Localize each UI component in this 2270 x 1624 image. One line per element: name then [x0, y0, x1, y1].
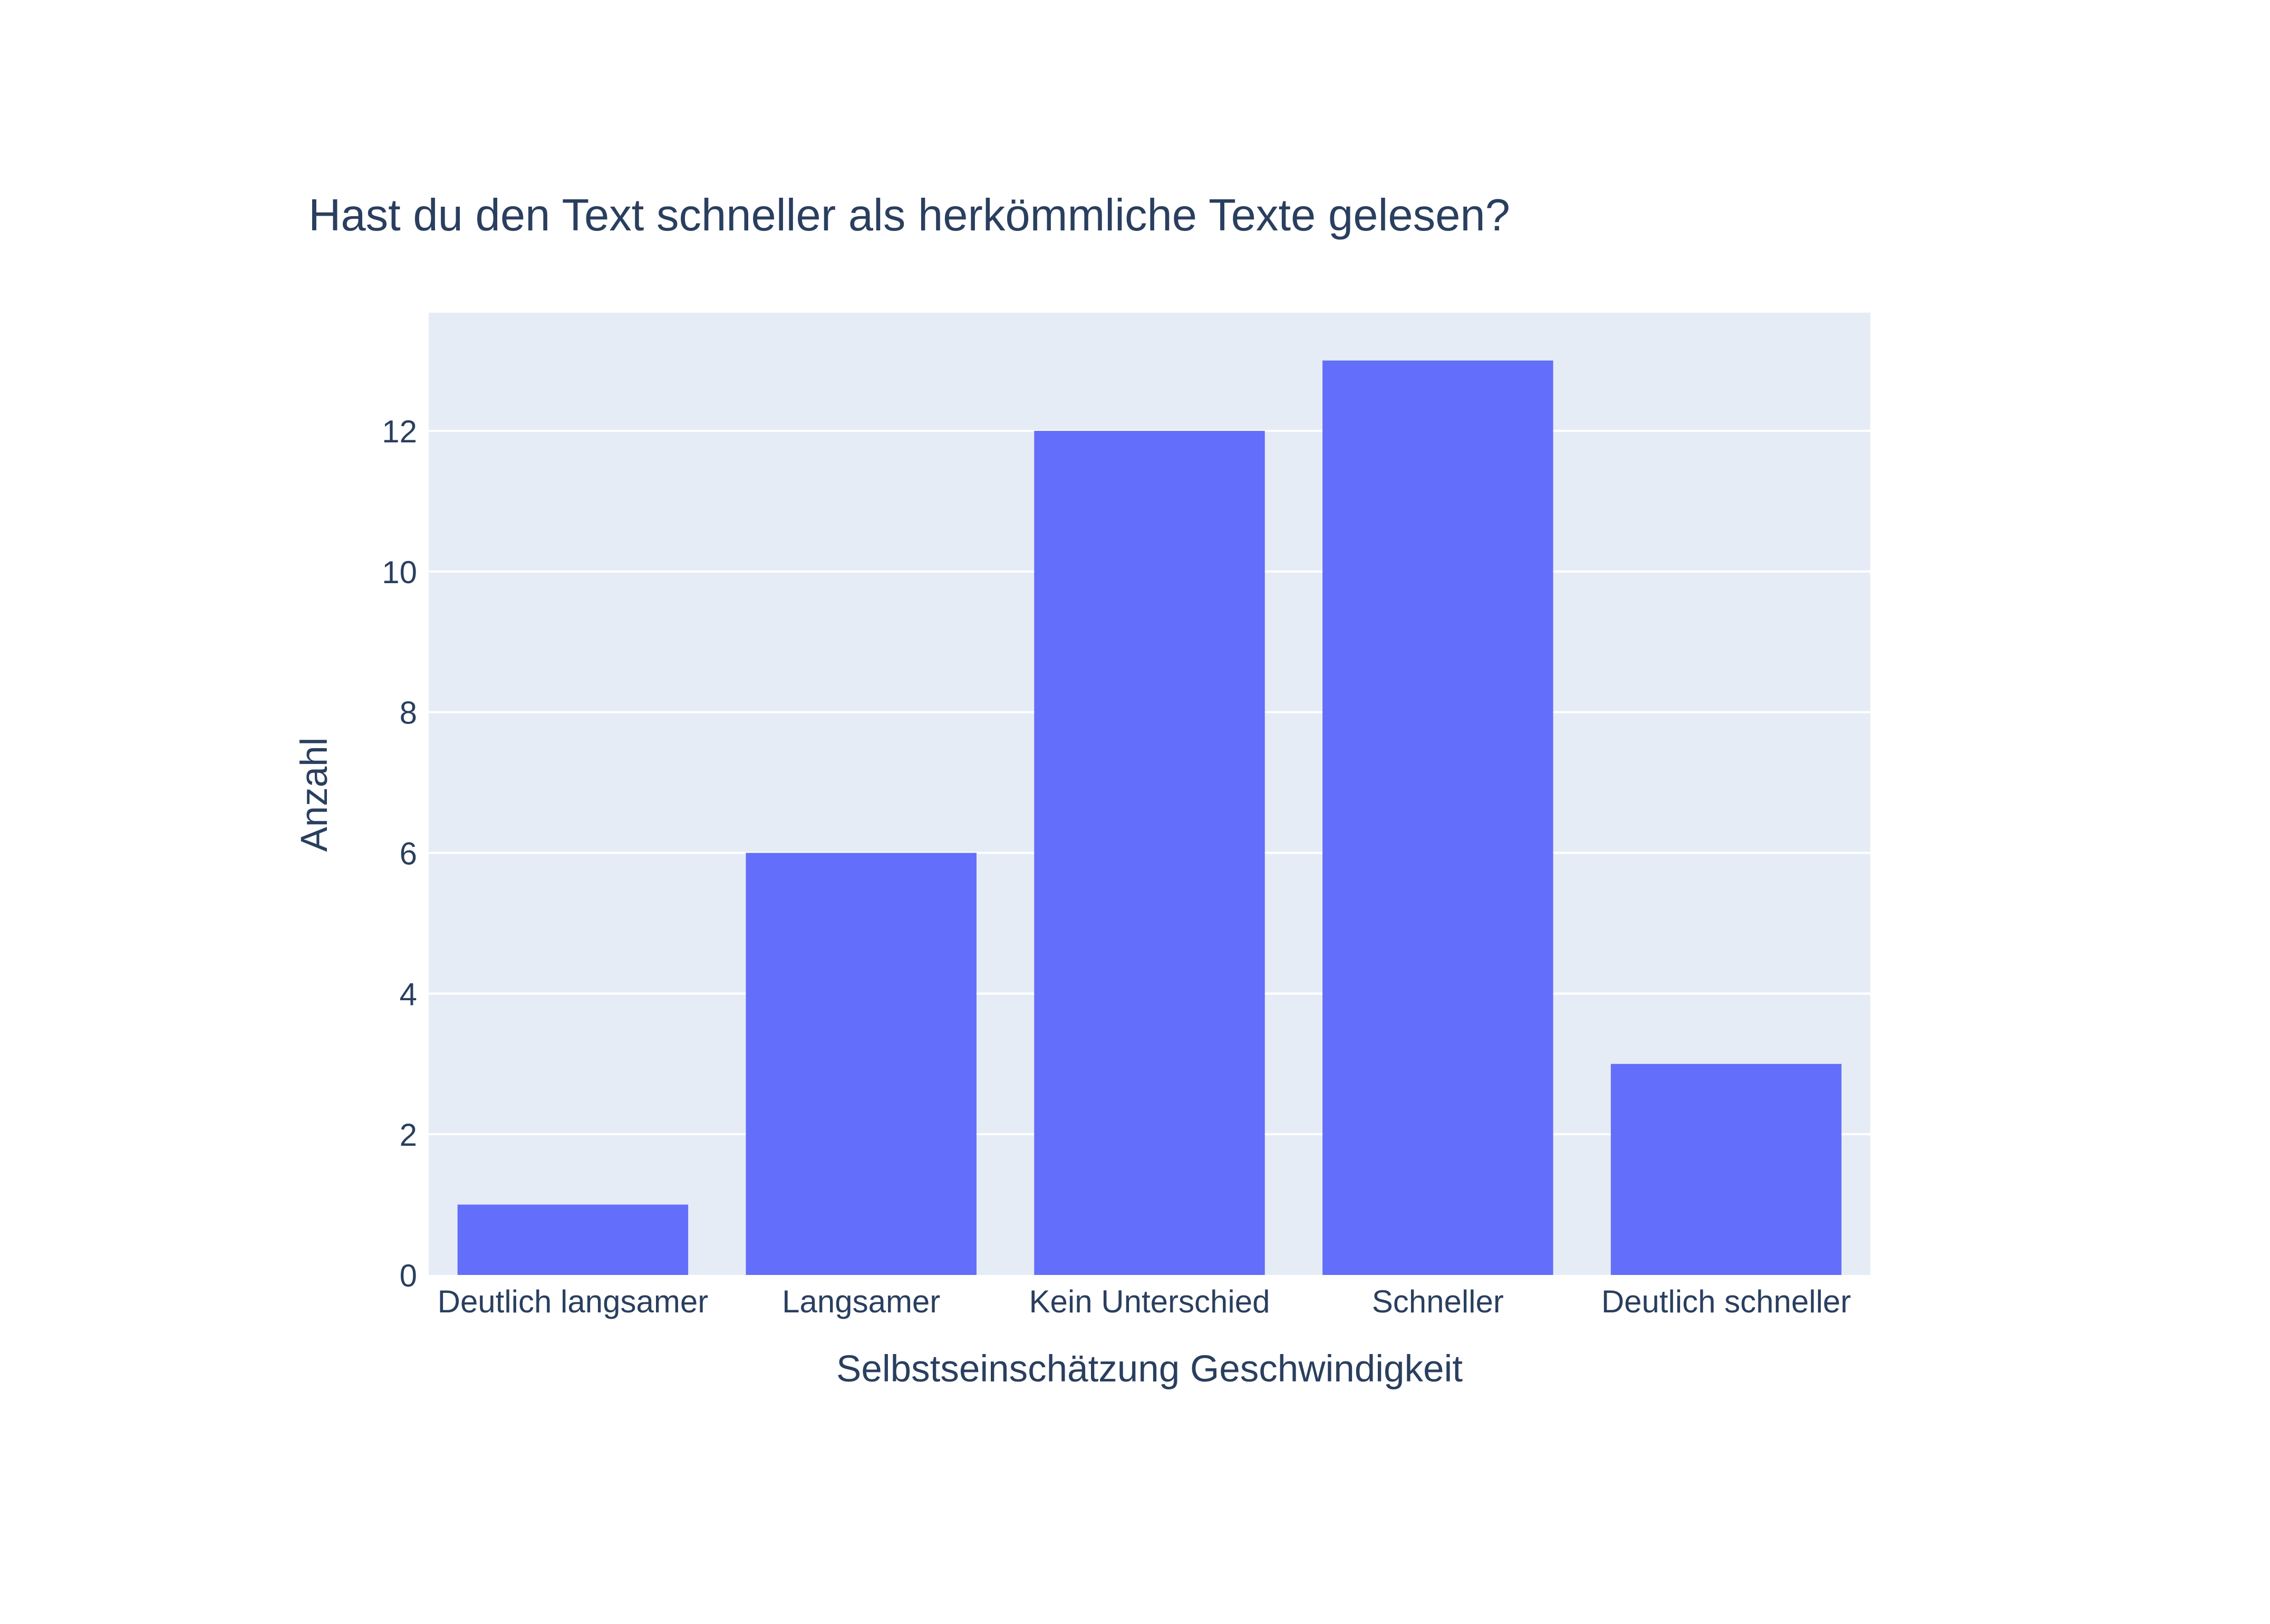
y-tick-label: 8 [400, 695, 417, 731]
y-tick-label: 6 [400, 836, 417, 872]
bar-deutlich-schneller [1610, 1064, 1842, 1275]
y-tick-label: 10 [382, 555, 417, 590]
x-tick-label: Deutlich langsamer [438, 1284, 709, 1319]
y-axis-title: Anzahl [294, 737, 335, 852]
chart-title: Hast du den Text schneller als herkömmli… [308, 190, 1510, 240]
y-tick-label: 0 [400, 1258, 417, 1293]
x-tick-label: Langsamer [782, 1284, 940, 1319]
y-tick-label: 4 [400, 977, 417, 1012]
x-tick-label: Schneller [1372, 1284, 1504, 1319]
y-tick-label: 12 [382, 414, 417, 449]
x-axis-title: Selbstseinschätzung Geschwindigkeit [836, 1348, 1463, 1390]
x-axis-ticks: Deutlich langsamer Langsamer Kein Untersch… [438, 1284, 1851, 1319]
bar-schneller [1322, 360, 1553, 1275]
bar-kein-unterschied [1034, 431, 1265, 1275]
y-tick-label: 2 [400, 1117, 417, 1153]
x-tick-label: Kein Unterschied [1029, 1284, 1270, 1319]
x-tick-label: Deutlich schneller [1601, 1284, 1851, 1319]
y-axis-ticks: 0 2 4 6 8 10 12 [382, 414, 417, 1293]
bar-deutlich-langsamer [457, 1204, 689, 1275]
bars [457, 360, 1842, 1275]
bar-langsamer [746, 853, 977, 1275]
